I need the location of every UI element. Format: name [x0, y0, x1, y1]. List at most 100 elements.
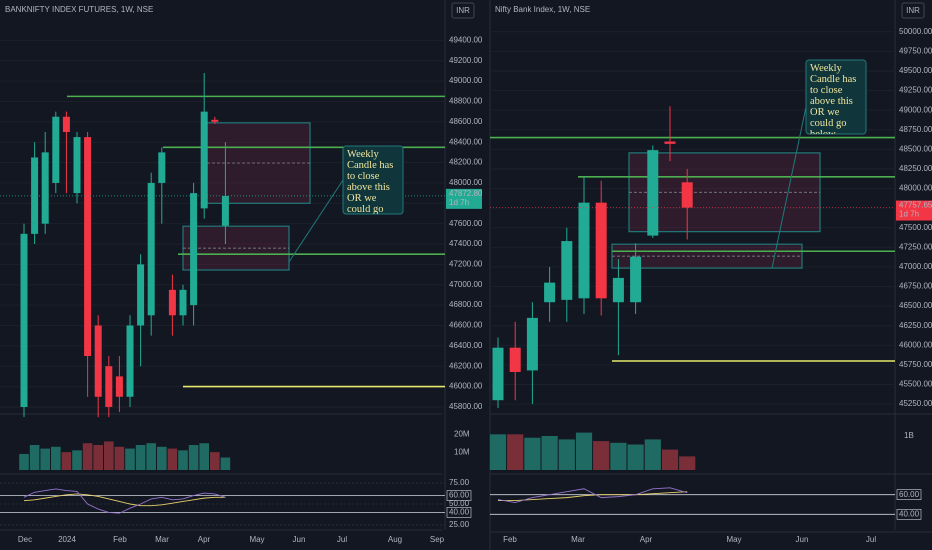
candle-body [41, 152, 49, 224]
currency-button[interactable] [901, 2, 925, 19]
x-tick-label: Feb [503, 535, 517, 544]
candle-body [190, 193, 198, 306]
y-tick-label: 47000.00 [899, 262, 932, 271]
candle-body [681, 182, 693, 208]
volume-bar [125, 448, 135, 470]
rsi-tick-label: 75.00 [449, 478, 470, 487]
y-tick-label: 48000.00 [449, 178, 483, 187]
candle-body [94, 325, 102, 397]
candle-body [158, 152, 166, 183]
candle-body [526, 317, 538, 371]
rsi-tick-box [896, 509, 922, 520]
candle-body [595, 202, 607, 299]
y-tick-label: 46200.00 [449, 361, 483, 370]
volume-bar [524, 437, 541, 470]
x-tick-label: Feb [113, 535, 127, 544]
candle-body [31, 157, 39, 234]
candle-body [137, 264, 145, 326]
countdown: 1d 7h [899, 210, 919, 219]
volume-bar [489, 434, 507, 470]
volume-tick-label: 20M [454, 429, 470, 438]
volume-bar [575, 432, 593, 470]
callout-pointer [288, 179, 344, 263]
rsi-tick-label: 60.00 [899, 490, 920, 499]
x-tick-label: Apr [198, 535, 211, 544]
currency-button[interactable] [451, 2, 475, 19]
y-tick-label: 46750.00 [899, 282, 932, 291]
x-tick-label: Jul [337, 535, 347, 544]
rsi-tick-label: 60.00 [449, 491, 470, 500]
callout-box [805, 59, 867, 135]
volume-bar [644, 439, 661, 470]
y-tick-label: 47400.00 [449, 239, 483, 248]
y-tick-label: 47500.00 [899, 223, 932, 232]
volume-bar [178, 450, 188, 470]
volume-bar [29, 445, 40, 470]
y-tick-label: 46600.00 [449, 321, 483, 330]
y-tick-label: 46000.00 [899, 340, 932, 349]
y-tick-label: 46000.00 [449, 382, 483, 391]
y-tick-label: 48750.00 [899, 125, 932, 134]
y-tick-label: 48800.00 [449, 97, 483, 106]
candle-body [73, 137, 81, 194]
last-price-label: 47872.80 [449, 189, 483, 198]
chart-title: BANKNIFTY INDEX FUTURES, 1W, NSE [5, 5, 153, 14]
x-tick-label: May [249, 535, 264, 544]
volume-bar [19, 453, 29, 470]
y-tick-label: 48000.00 [899, 184, 932, 193]
volume-bar [661, 449, 679, 470]
volume-bar [114, 446, 125, 470]
y-tick-label: 48400.00 [449, 137, 483, 146]
y-tick-label: 45750.00 [899, 360, 932, 369]
volume-bar [146, 443, 156, 470]
candle-body [211, 119, 219, 122]
y-tick-label: 49000.00 [449, 76, 483, 85]
last-price-tag [446, 188, 482, 209]
candle-body [664, 141, 676, 144]
volume-tick-label: 1B [904, 431, 914, 440]
candle-body [630, 256, 642, 303]
rsi-tick-box [446, 507, 472, 518]
currency-label[interactable]: INR [456, 6, 470, 15]
y-tick-label: 49400.00 [449, 35, 483, 44]
x-tick-label: Aug [388, 535, 402, 544]
callout-box [342, 145, 404, 215]
y-tick-label: 46400.00 [449, 341, 483, 350]
rsi-tick-label: 40.00 [899, 509, 920, 518]
candle-body [20, 233, 28, 407]
rsi-ma-line [498, 491, 688, 502]
y-tick-label: 45500.00 [899, 380, 932, 389]
x-tick-label: Mar [155, 535, 169, 544]
y-tick-label: 46500.00 [899, 301, 932, 310]
y-tick-label: 47600.00 [449, 219, 483, 228]
volume-bar [610, 442, 627, 470]
currency-label[interactable]: INR [906, 6, 920, 15]
candle-body [612, 277, 624, 303]
candle-body [561, 241, 573, 300]
volume-tick-label: 10M [454, 447, 470, 456]
x-tick-label: 2024 [58, 535, 76, 544]
volume-bar [167, 448, 178, 470]
y-tick-label: 45250.00 [899, 399, 932, 408]
y-tick-label: 47200.00 [449, 259, 483, 268]
x-tick-label: Sep [430, 535, 445, 544]
x-tick-label: Jun [796, 535, 809, 544]
volume-bar [188, 445, 199, 470]
y-tick-label: 49250.00 [899, 86, 932, 95]
rsi-line [23, 488, 226, 514]
x-tick-label: Jun [293, 535, 306, 544]
volume-bar [82, 443, 93, 470]
candle-body [200, 111, 208, 209]
rsi-tick-label: 50.00 [449, 499, 470, 508]
rsi-tick-box [896, 489, 922, 500]
y-tick-label: 47000.00 [449, 280, 483, 289]
callout-text: Weekly Candle has to close above this OR… [810, 63, 857, 134]
last-price-tag [896, 200, 932, 221]
last-price-label: 47757.65 [899, 201, 932, 210]
y-tick-label: 49500.00 [899, 66, 932, 75]
y-tick-label: 48250.00 [899, 164, 932, 173]
candle-body [126, 325, 134, 397]
y-tick-label: 46250.00 [899, 321, 932, 330]
candle-body [115, 376, 123, 397]
